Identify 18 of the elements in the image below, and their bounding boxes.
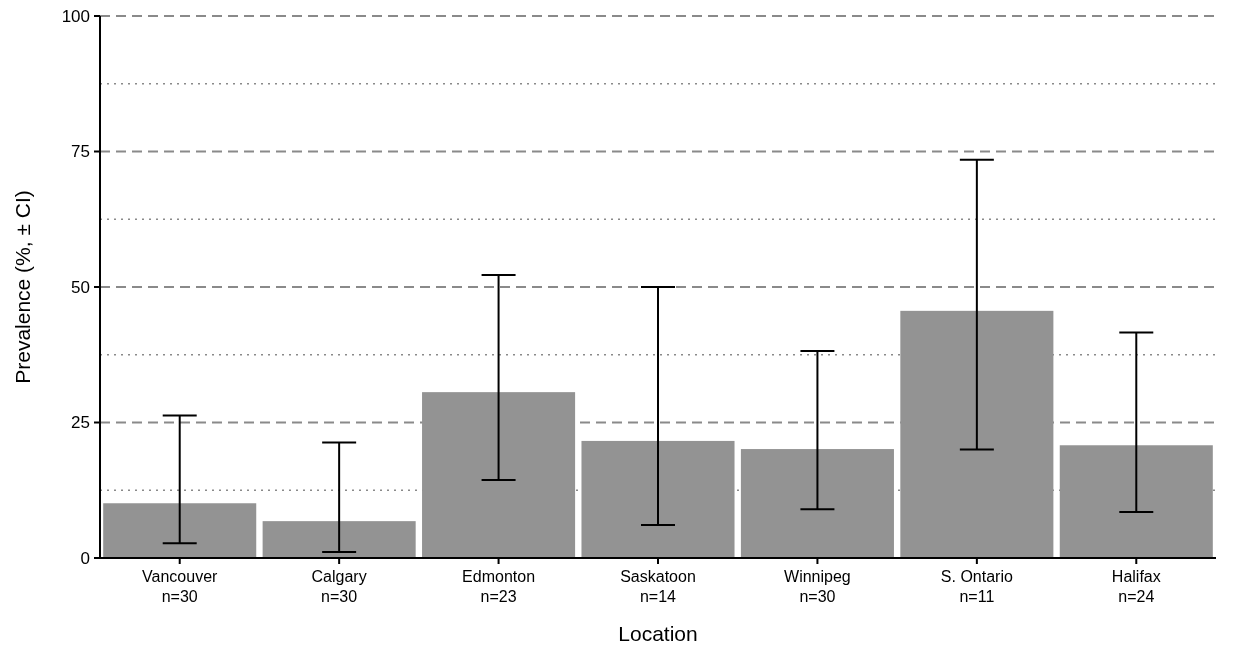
y-axis-title: Prevalence (%, ± CI) (11, 190, 34, 384)
bar (740, 449, 894, 558)
x-tick-label: S. Ontario n=11 (940, 568, 1013, 605)
bar (581, 440, 735, 558)
y-tick-label: 0 (80, 548, 90, 568)
x-tick-label: Calgary n=30 (311, 568, 367, 605)
x-tick-label: Halifax n=24 (1111, 568, 1161, 605)
y-tick-label: 100 (61, 6, 90, 26)
x-tick-label: Winnipeg n=30 (784, 568, 851, 605)
bar (103, 503, 257, 558)
y-tick-label: 75 (71, 142, 90, 162)
y-tick-label: 50 (71, 277, 90, 297)
x-tick-label: Edmonton n=23 (462, 568, 536, 605)
bar (262, 521, 416, 558)
x-tick-label: Saskatoon n=14 (620, 568, 696, 605)
y-tick-label: 25 (71, 413, 90, 433)
x-axis-title: Location (618, 622, 698, 645)
x-tick-label: Vancouver n=30 (142, 568, 219, 605)
